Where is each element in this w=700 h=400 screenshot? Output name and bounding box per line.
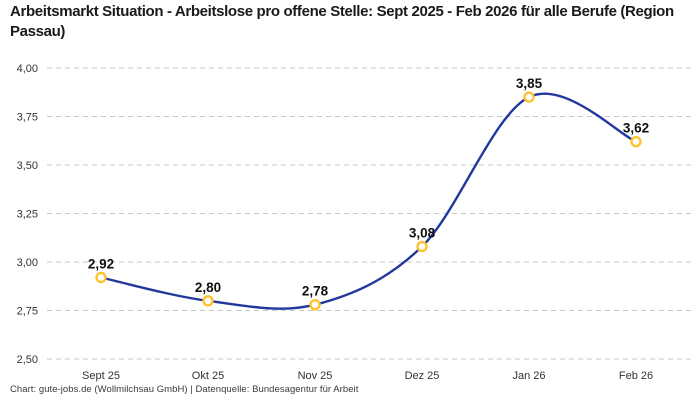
data-point-label: 2,92	[88, 257, 114, 272]
data-point-marker	[309, 299, 321, 311]
y-tick-label: 2,75	[17, 306, 38, 318]
data-point-label: 3,08	[409, 226, 436, 241]
x-axis-labels: Sept 25 Okt 25 Nov 25 Dez 25 Jan 26 Feb 26	[82, 370, 653, 382]
data-point-marker	[630, 135, 642, 148]
y-tick-label: 3,25	[17, 209, 38, 221]
gridlines	[47, 67, 693, 360]
x-tick-label: Feb 26	[619, 370, 653, 382]
line-series	[99, 92, 638, 310]
data-point-label: 2,80	[195, 280, 221, 295]
y-tick-label: 3,75	[17, 112, 38, 124]
data-point-marker	[523, 91, 535, 103]
x-tick-label: Okt 25	[192, 370, 224, 382]
x-tick-label: Nov 25	[298, 370, 333, 382]
x-tick-label: Dez 25	[405, 370, 440, 382]
data-point-label: 3,62	[623, 121, 649, 136]
x-tick-label: Sept 25	[82, 370, 120, 382]
y-tick-label: 2,50	[17, 354, 38, 366]
x-tick-label: Jan 26	[512, 370, 545, 382]
attribution: Chart: gute-jobs.de (Wollmilchsau GmbH) …	[10, 384, 359, 395]
chart-title: Arbeitsmarkt Situation - Arbeitslose pro…	[10, 3, 674, 41]
data-labels: 2,92 2,80 2,78 3,08 3,85 3,62	[88, 76, 649, 299]
y-axis-labels: 2,50 2,75 3,00 3,25 3,50 3,75 4,00	[17, 63, 38, 366]
data-point-label: 3,85	[516, 76, 543, 91]
data-point-marker	[95, 271, 107, 284]
data-point-label: 2,78	[302, 284, 329, 299]
data-markers	[95, 91, 642, 311]
data-point-marker	[202, 295, 214, 307]
y-tick-label: 4,00	[17, 63, 38, 75]
y-tick-label: 3,50	[17, 160, 38, 172]
y-tick-label: 3,00	[17, 257, 38, 269]
data-point-marker	[416, 240, 428, 253]
